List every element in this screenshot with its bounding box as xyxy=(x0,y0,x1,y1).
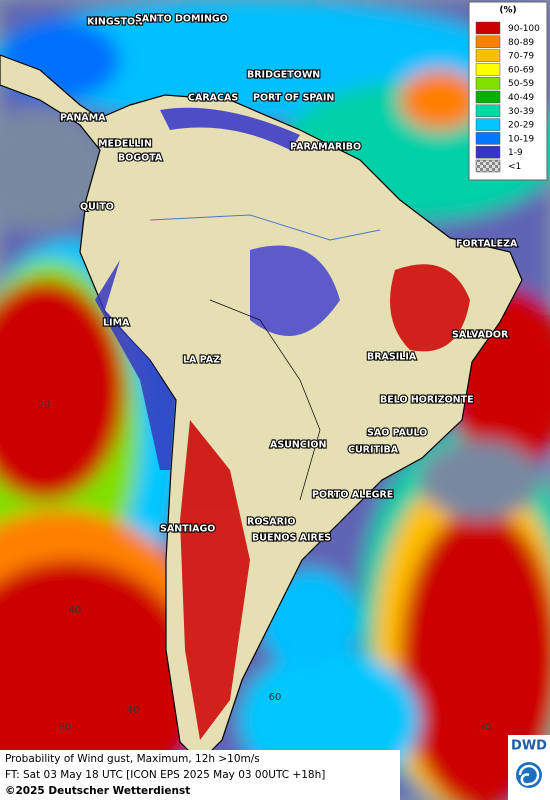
grid-label: 30 xyxy=(479,722,492,733)
border xyxy=(209,299,321,501)
legend-swatch xyxy=(475,21,501,35)
city-label: KINGSTON xyxy=(87,17,143,28)
legend-swatch xyxy=(475,76,501,90)
legend-swatch xyxy=(475,145,501,159)
city-label: LA PAZ xyxy=(183,355,220,366)
city-label: PANAMA xyxy=(60,113,106,124)
city-label: LIMA xyxy=(103,318,130,329)
grid-label: 80 xyxy=(59,722,72,733)
footer-line: Probability of Wind gust, Maximum, 12h >… xyxy=(5,753,260,765)
city-label: ROSARIO xyxy=(247,517,296,528)
legend-label: 90-100 xyxy=(508,24,540,34)
legend-swatch xyxy=(475,90,501,104)
grid-label: 40 xyxy=(69,605,82,616)
legend-label: 30-39 xyxy=(508,107,534,117)
legend-swatch xyxy=(475,49,501,62)
city-label: PORT OF SPAIN xyxy=(253,93,334,104)
city-label: SANTIAGO xyxy=(160,524,215,535)
city-label: FORTALEZA xyxy=(456,239,518,250)
grid-label: 60 xyxy=(269,692,282,703)
legend-label: 1-9 xyxy=(508,148,523,158)
city-label: BUENOS AIRES xyxy=(252,533,331,544)
legend-title: (%) xyxy=(499,6,516,16)
legend-label: 10-19 xyxy=(508,134,534,144)
legend-swatch xyxy=(475,63,501,76)
grid-label: 20 xyxy=(38,400,51,411)
city-label: PORTO ALEGRE xyxy=(312,490,393,501)
legend-swatch xyxy=(475,35,501,49)
logo-text: DWD xyxy=(511,739,547,754)
legend-swatch xyxy=(475,118,501,131)
logo-swirl xyxy=(518,764,540,786)
legend-label: 60-69 xyxy=(508,65,534,75)
legend-label: 80-89 xyxy=(508,38,534,48)
city-label: BRIDGETOWN xyxy=(247,70,320,81)
legend-label: 20-29 xyxy=(508,121,534,131)
city-label: PARAMARIBO xyxy=(290,142,361,153)
city-label: BELO HORIZONTE xyxy=(380,395,474,406)
city-label: BRASILIA xyxy=(367,352,417,363)
legend-swatch xyxy=(475,104,501,118)
city-label: SAO PAULO xyxy=(367,428,427,439)
city-label: ASUNCION xyxy=(270,440,326,451)
city-label: CARACAS xyxy=(188,93,238,104)
city-label: SALVADOR xyxy=(452,330,509,341)
legend-label: <1 xyxy=(508,162,521,172)
grid-labels: 20 40 80 40 60 30 xyxy=(38,400,492,733)
river xyxy=(149,214,381,241)
legend-label: 70-79 xyxy=(508,52,534,62)
city-label: BOGOTA xyxy=(118,153,163,164)
footer-box xyxy=(0,750,400,800)
city-label: CURITIBA xyxy=(348,445,399,456)
city-label: SANTO DOMINGO xyxy=(135,14,228,25)
legend-swatch xyxy=(475,132,501,145)
city-label: MEDELLIN xyxy=(98,139,152,150)
footer-line: ©2025 Deutscher Wetterdienst xyxy=(5,785,190,797)
legend: (%) 90-100 80-89 70-79 60-69 50-59 40-49 30-39… xyxy=(468,1,548,181)
footer-line: FT: Sat 03 May 18 UTC [ICON EPS 2025 May… xyxy=(5,769,325,781)
city-label: QUITO xyxy=(80,202,114,213)
continent xyxy=(0,54,523,763)
legend-label: 40-49 xyxy=(508,93,534,103)
land-field xyxy=(95,107,470,740)
legend-label: 50-59 xyxy=(508,79,534,89)
grid-label: 40 xyxy=(127,705,140,716)
legend-swatch xyxy=(475,159,501,173)
